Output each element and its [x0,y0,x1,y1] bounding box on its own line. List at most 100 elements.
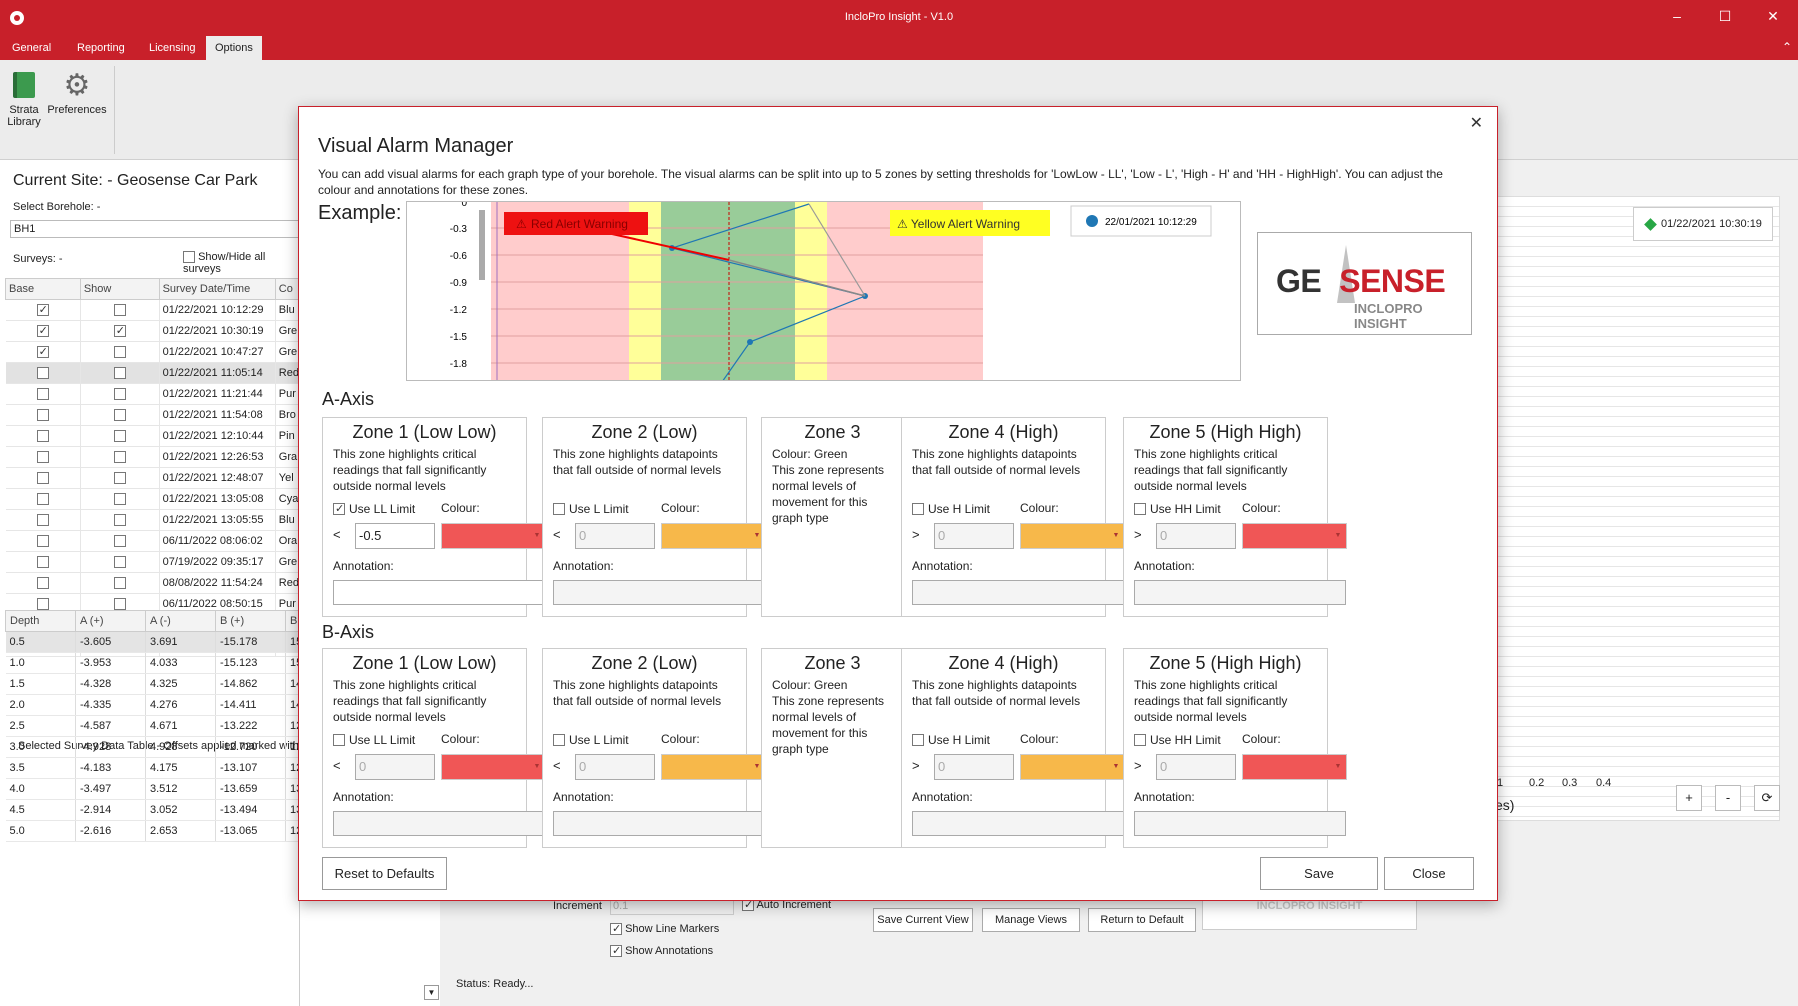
col-base[interactable]: Base [5,278,81,300]
col-show[interactable]: Show [79,278,160,300]
show-checkbox[interactable] [113,430,126,443]
show-checkbox[interactable] [113,472,126,485]
show-cell[interactable] [80,383,160,405]
use-limit-toggle[interactable]: Use H Limit [912,733,990,747]
threshold-input[interactable]: -0.5 [355,523,435,549]
maximize-icon[interactable]: ☐ [1718,8,1732,24]
show-cell[interactable] [80,509,160,531]
base-cell[interactable] [5,551,81,573]
show-checkbox[interactable] [113,598,126,611]
annotation-input[interactable] [333,580,545,605]
colour-picker[interactable]: ▼ [661,754,766,780]
annotations-checkbox[interactable] [610,944,622,958]
base-checkbox[interactable] [36,324,49,338]
chart-scrollbar[interactable] [479,210,485,280]
use-limit-toggle[interactable]: Use L Limit [553,733,629,747]
line-markers-toggle[interactable]: Show Line Markers [610,922,719,936]
base-checkbox[interactable] [36,472,49,485]
show-cell[interactable] [80,530,160,552]
dropdown-arrow-icon[interactable]: ▼ [1334,532,1342,539]
col-survey-date[interactable]: Survey Date/Time [158,278,276,300]
show-checkbox[interactable] [113,388,126,401]
survey-row[interactable]: 01/22/2021 11:54:08 Bro [5,404,301,426]
annotation-input[interactable] [912,580,1124,605]
colour-picker[interactable]: ▼ [441,754,546,780]
show-cell[interactable] [80,299,160,321]
survey-row[interactable]: 01/22/2021 10:47:27 Gre [5,341,301,363]
use-limit-checkbox[interactable] [1134,502,1146,515]
base-cell[interactable] [5,467,81,489]
threshold-input[interactable]: 0 [355,754,435,780]
strata-library-button[interactable]: Strata Library [6,68,42,128]
show-cell[interactable] [80,320,160,342]
base-cell[interactable] [5,383,81,405]
use-limit-checkbox[interactable] [333,733,345,746]
colour-picker[interactable]: ▼ [1242,523,1347,549]
survey-chart[interactable] [1495,196,1780,821]
use-limit-toggle[interactable]: Use HH Limit [1134,733,1221,747]
line-markers-checkbox[interactable] [610,922,622,936]
show-checkbox[interactable] [113,304,126,317]
colour-picker[interactable]: ▼ [661,523,766,549]
preferences-button[interactable]: ⚙ Preferences [46,68,108,116]
scroll-down-button[interactable]: ▼ [424,985,439,1000]
show-cell[interactable] [80,425,160,447]
show-cell[interactable] [80,404,160,426]
threshold-input[interactable]: 0 [575,523,655,549]
survey-row[interactable]: 01/22/2021 11:05:14 Red [5,362,301,384]
use-limit-checkbox[interactable] [553,502,565,515]
dropdown-arrow-icon[interactable]: ▼ [533,763,541,770]
base-cell[interactable] [5,362,81,384]
base-checkbox[interactable] [36,535,49,548]
base-checkbox[interactable] [36,493,49,506]
use-limit-toggle[interactable]: Use LL Limit [333,733,415,747]
colour-picker[interactable]: ▼ [1020,523,1125,549]
base-checkbox[interactable] [36,430,49,443]
survey-row[interactable]: 01/22/2021 13:05:08 Cya [5,488,301,510]
show-cell[interactable] [80,572,160,594]
colour-picker[interactable]: ▼ [1242,754,1347,780]
survey-row[interactable]: 01/22/2021 12:26:53 Gra [5,446,301,468]
base-cell[interactable] [5,425,81,447]
base-cell[interactable] [5,446,81,468]
survey-row[interactable]: 01/22/2021 13:05:55 Blu [5,509,301,531]
base-checkbox[interactable] [36,514,49,527]
auto-increment-toggle[interactable]: Auto Increment [742,898,831,912]
base-checkbox[interactable] [36,577,49,590]
base-checkbox[interactable] [36,303,49,317]
base-checkbox[interactable] [36,451,49,464]
use-limit-toggle[interactable]: Use HH Limit [1134,502,1221,516]
threshold-input[interactable]: 0 [1156,523,1236,549]
minimize-icon[interactable]: – [1673,8,1681,24]
use-limit-checkbox[interactable] [1134,733,1146,746]
zoom-in-button[interactable]: + [1676,785,1702,811]
dropdown-arrow-icon[interactable]: ▼ [753,532,761,539]
show-checkbox[interactable] [113,556,126,569]
base-checkbox[interactable] [36,345,49,359]
survey-row[interactable]: 01/22/2021 11:21:44 Pur [5,383,301,405]
show-checkbox[interactable] [113,514,126,527]
use-limit-toggle[interactable]: Use H Limit [912,502,990,516]
return-to-default-button[interactable]: Return to Default [1088,908,1196,932]
col-a-minus[interactable]: A (-) [145,610,216,632]
dropdown-arrow-icon[interactable]: ▼ [753,763,761,770]
close-window-icon[interactable]: ✕ [1767,8,1779,24]
base-cell[interactable] [5,299,81,321]
annotation-input[interactable] [333,811,545,836]
use-limit-checkbox[interactable] [333,502,345,515]
base-checkbox[interactable] [36,388,49,401]
colour-picker[interactable]: ▼ [441,523,546,549]
col-b-plus[interactable]: B (+) [215,610,286,632]
annotation-input[interactable] [912,811,1124,836]
show-cell[interactable] [80,446,160,468]
col-a-plus[interactable]: A (+) [75,610,146,632]
survey-row[interactable]: 01/22/2021 10:12:29 Blu [5,299,301,321]
show-checkbox[interactable] [113,367,126,380]
save-button[interactable]: Save [1260,857,1378,890]
threshold-input[interactable]: 0 [575,754,655,780]
survey-row[interactable]: 01/22/2021 10:30:19 Gre [5,320,301,342]
show-cell[interactable] [80,362,160,384]
show-cell[interactable] [80,467,160,489]
survey-row[interactable]: 06/11/2022 08:06:02 Ora [5,530,301,552]
annotation-input[interactable] [553,811,765,836]
